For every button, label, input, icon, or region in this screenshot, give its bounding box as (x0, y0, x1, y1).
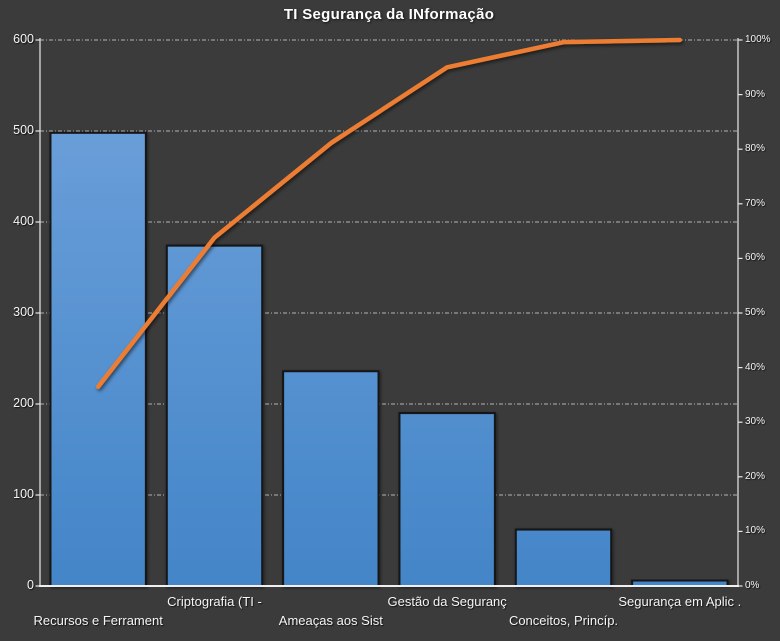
right-axis-tick-label: 80% (745, 143, 766, 155)
right-axis-tick-label: 40% (745, 361, 766, 373)
bar-2[interactable] (165, 244, 264, 587)
category-label-6: Segurança em Aplic . (618, 594, 742, 609)
right-axis-tick-label: 0% (745, 580, 760, 591)
axes (35, 38, 743, 587)
right-axis-tick-label: 100% (745, 34, 771, 45)
gridlines (40, 39, 738, 496)
bar-1[interactable] (49, 131, 147, 587)
left-axis-tick-label: 0 (27, 578, 34, 592)
chart-title[interactable]: TI Segurança da INformação (283, 6, 495, 23)
cumulative-line[interactable] (95, 37, 683, 389)
right-axis-tick-label: 50% (745, 307, 766, 318)
bar-series (49, 131, 729, 588)
right-axis-tick-label: 70% (745, 197, 766, 209)
right-axis-tick-label: 10% (745, 525, 766, 537)
category-label-1: Recursos e Ferrament (33, 613, 163, 628)
left-axis-tick-label: 600 (13, 32, 34, 46)
right-axis-tick-label: 20% (745, 470, 766, 482)
right-axis-tick-label: 30% (745, 416, 766, 428)
category-label-4: Gestão da Seguranç (387, 594, 507, 609)
bar-3[interactable] (282, 370, 380, 587)
left-axis-tick-label: 300 (13, 305, 34, 319)
category-label-2: Criptografia (TI - (167, 594, 262, 609)
left-axis-tick-label: 200 (13, 396, 34, 410)
right-axis-tick-label: 90% (745, 88, 766, 100)
left-axis-tick-label: 500 (13, 123, 34, 137)
category-label-3: Ameaças aos Sist (278, 613, 383, 628)
bar-4[interactable] (398, 412, 496, 587)
right-axis-tick-label: 60% (745, 252, 766, 264)
category-label-5: Conceitos, Princíp. (508, 613, 619, 628)
left-axis-tick-label: 100 (13, 487, 34, 501)
left-axis-tick-label: 400 (13, 214, 34, 228)
bar-5[interactable] (514, 528, 613, 588)
